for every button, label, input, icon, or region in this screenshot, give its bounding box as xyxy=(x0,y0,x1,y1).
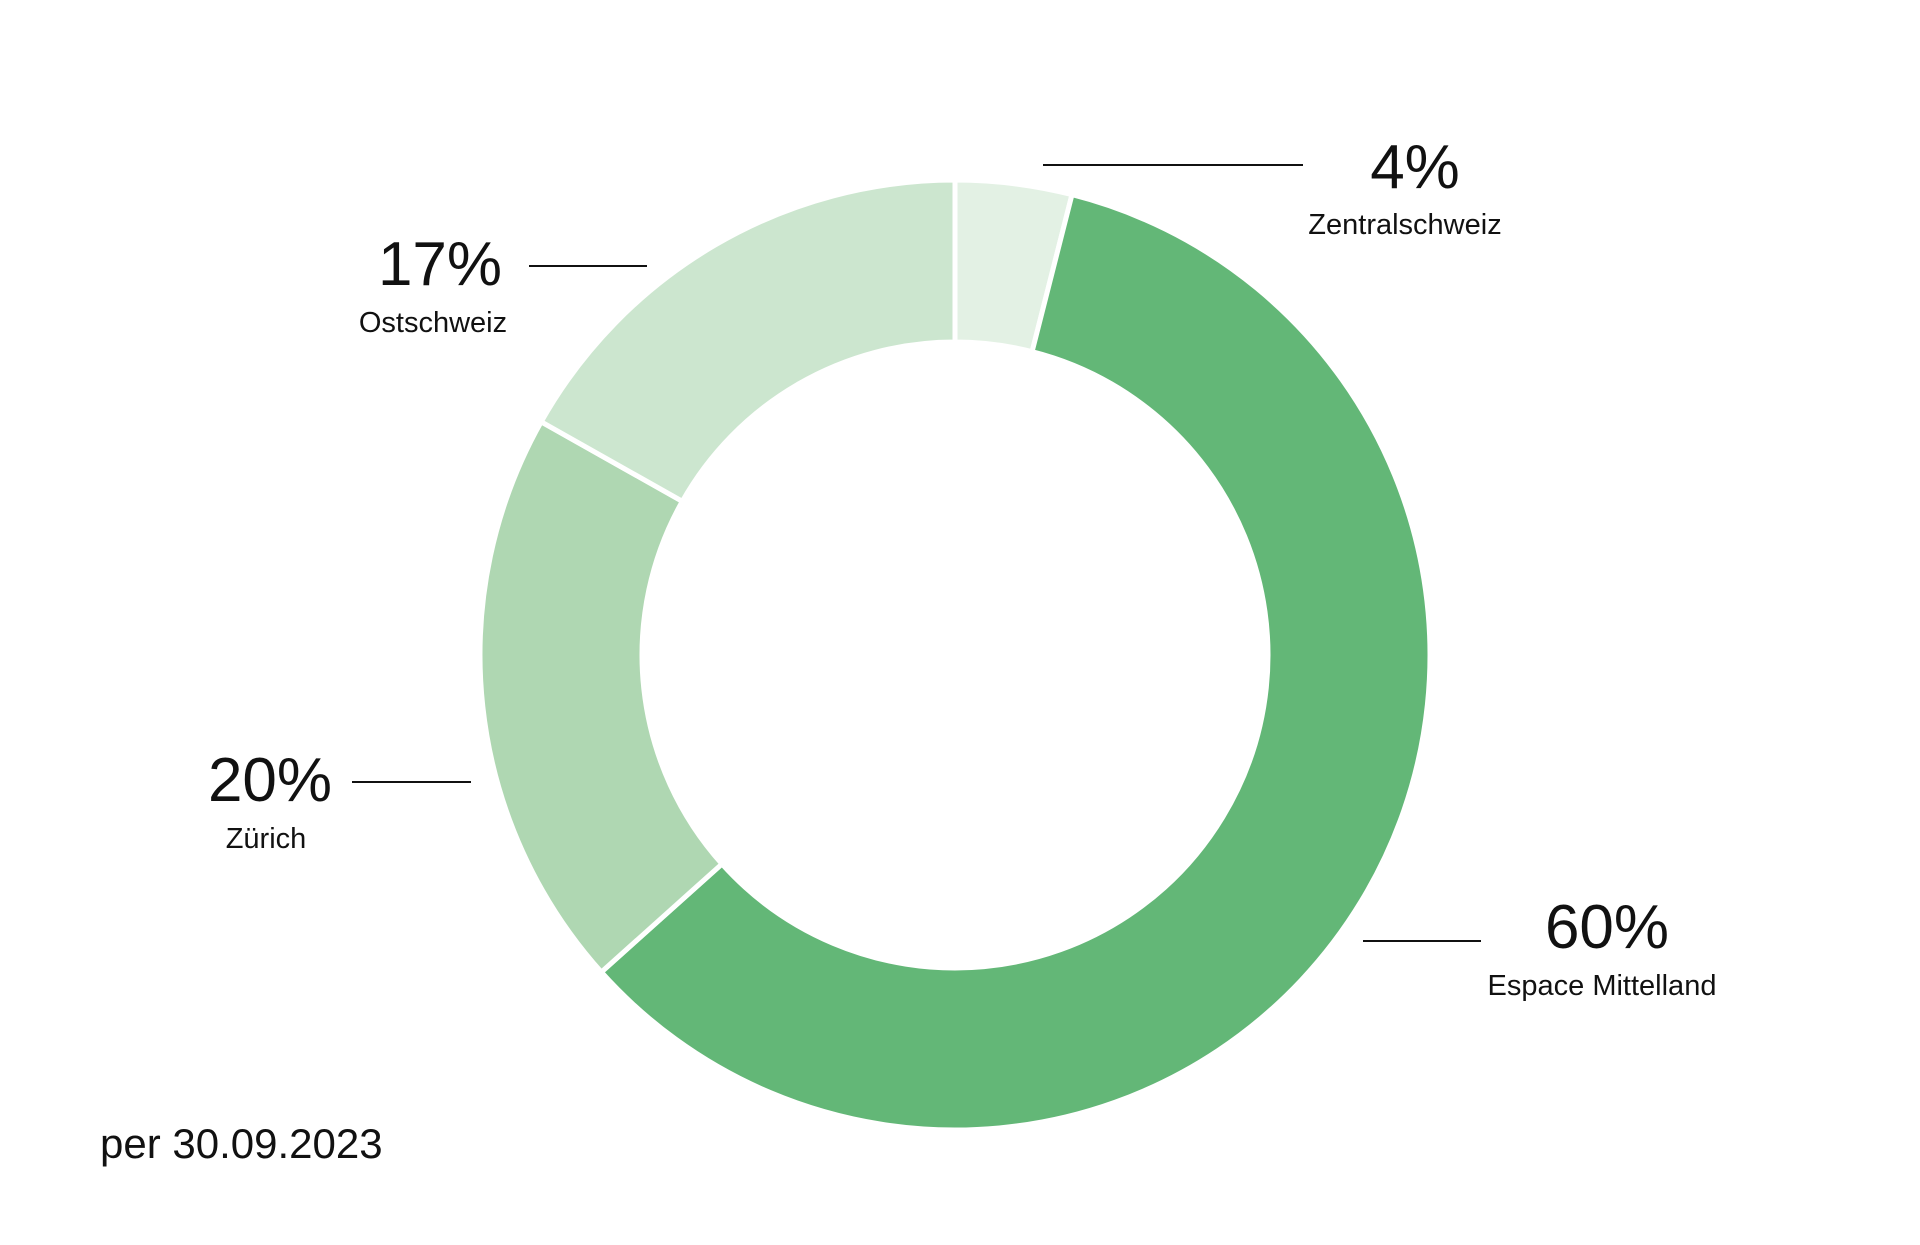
slice-category-label: Espace Mittelland xyxy=(1488,970,1717,1002)
slice-category-label: Ostschweiz xyxy=(359,307,507,339)
slice-espace-mittelland xyxy=(597,191,1433,1133)
slice-value-label: 4% xyxy=(1370,133,1460,202)
slice-category-label: Zentralschweiz xyxy=(1308,209,1501,241)
slice-zürich xyxy=(477,418,726,976)
footnote-date: per 30.09.2023 xyxy=(100,1120,383,1167)
slice-value-label: 20% xyxy=(208,746,332,815)
slice-value-label: 60% xyxy=(1545,893,1669,962)
slice-labels: 4% Zentralschweiz 60% Espace Mittelland 20% Z… xyxy=(208,133,1717,1002)
slice-ostschweiz xyxy=(537,177,958,505)
slice-value-label: 17% xyxy=(378,230,502,299)
slice-category-label: Zürich xyxy=(226,823,307,855)
donut-slices xyxy=(477,177,1433,1133)
